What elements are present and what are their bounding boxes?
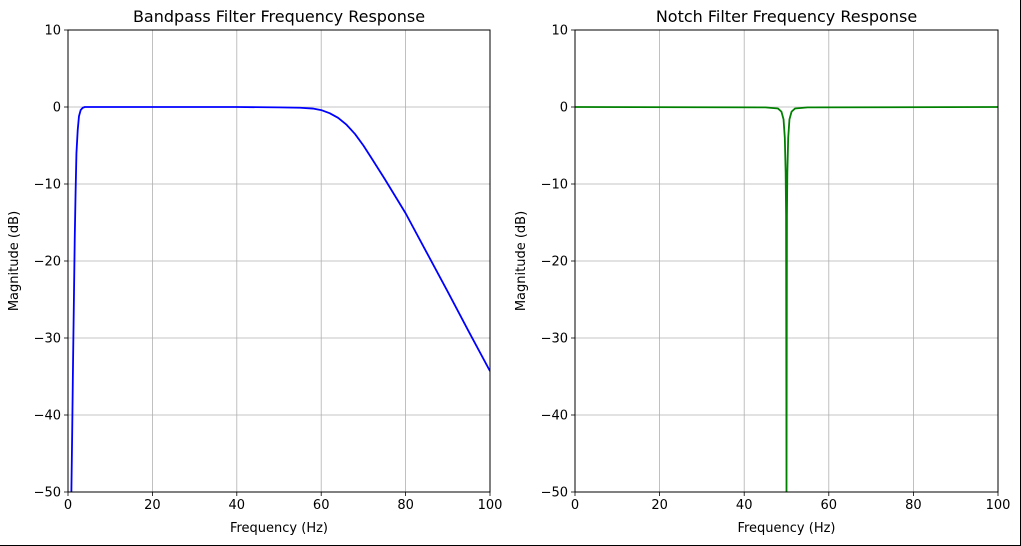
y-tick-label: −30	[541, 332, 568, 347]
y-tick-label: 0	[53, 101, 61, 116]
y-tick-label: −20	[34, 255, 61, 270]
x-tick-label: 20	[651, 498, 668, 513]
y-tick-label: 10	[551, 24, 568, 39]
chart-panel-2: 0 20 40 60 80 100 −50 −40 −30 −20 −10 0 10 Notch Filt…	[514, 7, 1010, 536]
x-tick-label: 0	[64, 498, 72, 513]
y-axis-label: Magnitude (dB)	[514, 211, 529, 311]
y-tick-label: 0	[560, 101, 568, 116]
y-tick-label: −50	[541, 486, 568, 501]
series-line	[70, 106, 490, 492]
y-axis-label: Magnitude (dB)	[7, 211, 22, 311]
y-tick-label: −40	[34, 409, 61, 424]
chart-panel-1: 0 20 40 60 80 100 −50 −40 −30 −20 −10 0 10 Bandpass F…	[7, 7, 502, 536]
x-tick-label: 0	[571, 498, 579, 513]
x-tick-label: 20	[144, 498, 161, 513]
x-tick-label: 100	[986, 498, 1011, 513]
chart-title: Bandpass Filter Frequency Response	[133, 7, 425, 26]
x-tick-label: 60	[821, 498, 838, 513]
y-tick-label: −30	[34, 332, 61, 347]
x-tick-label: 40	[736, 498, 753, 513]
series-line	[575, 106, 998, 492]
y-tick-label: 10	[44, 24, 61, 39]
x-tick-label: 80	[905, 498, 922, 513]
y-tick-label: −10	[34, 178, 61, 193]
x-axis-label: Frequency (Hz)	[737, 521, 835, 536]
x-tick-label: 80	[397, 498, 414, 513]
y-tick-label: −40	[541, 409, 568, 424]
x-tick-label: 100	[478, 498, 503, 513]
y-tick-label: −20	[541, 255, 568, 270]
x-tick-label: 40	[229, 498, 246, 513]
x-tick-label: 60	[313, 498, 330, 513]
x-axis-label: Frequency (Hz)	[230, 521, 328, 536]
chart-title: Notch Filter Frequency Response	[656, 7, 917, 26]
y-tick-label: −10	[541, 178, 568, 193]
y-tick-label: −50	[34, 486, 61, 501]
